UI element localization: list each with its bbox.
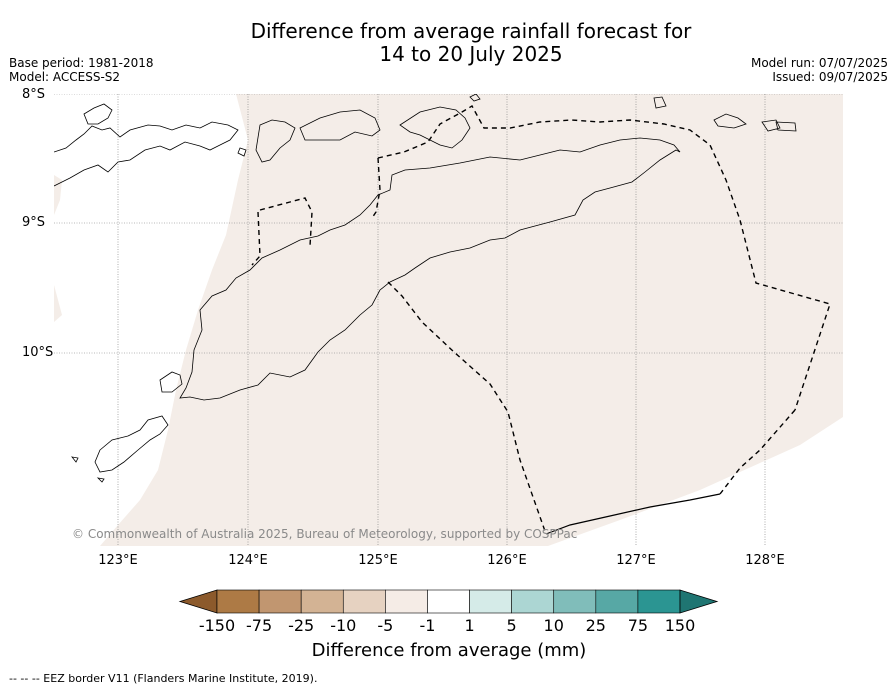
footnote: -- -- -- EEZ border V11 (Flanders Marine… [9,672,318,685]
eez-border-southeast [719,409,796,495]
lon-label-127e: 127°E [616,553,656,568]
coastlines [54,94,797,483]
wetar-island [399,106,471,149]
colorbar-swatch [342,589,386,614]
title-line-1: Difference from average rainfall forecas… [250,19,692,43]
flores-coast [54,121,239,187]
lon-label-124e: 124°E [228,553,268,568]
anomaly-field [54,94,843,546]
lon-label-125e: 125°E [358,553,398,568]
colorbar-title: Difference from average (mm) [311,640,587,661]
lat-label-9s: 9°S [22,215,46,230]
colorbar-swatch [258,589,302,614]
issued-text: Issued: 09/07/2025 [772,70,888,84]
colorbar-tick-label: 5 [506,616,517,635]
eez-border-south [387,281,547,535]
colorbar-swatch [637,589,681,614]
colorbar-tick-label: -1 [419,616,436,635]
colorbar-swatch [385,589,428,614]
colorbar-tick-label: 25 [585,616,606,635]
lat-label-8s: 8°S [22,87,46,102]
colorbar-swatch [216,589,260,614]
alor-islands [83,103,381,163]
copyright-text: © Commonwealth of Australia 2025, Bureau… [72,527,577,541]
lon-label-126e: 126°E [487,553,527,568]
colorbar-tick-label: 75 [627,616,649,635]
meta-left: Base period: 1981-2018 Model: ACCESS-S2 [9,56,154,84]
model-run-text: Model run: 07/07/2025 [750,56,888,70]
colorbar-swatch [595,589,639,614]
colorbar-swatch [427,589,470,614]
colorbar-extend-low [178,589,218,614]
colorbar-tick-label: -10 [330,616,357,635]
southwest-islands [71,371,183,483]
colorbar-tick-label: -5 [377,616,394,635]
eez-border-north [251,105,831,411]
colorbar-tick-label: -75 [246,616,273,635]
colorbar-tick-label: -150 [198,616,236,635]
anomaly-field-west [54,175,62,322]
colorbar-tick-label: -25 [288,616,315,635]
title-line-2: 14 to 20 July 2025 [379,42,563,66]
eez-border-solid-south [545,493,721,535]
chart-title: Difference from average rainfall forecas… [0,20,896,66]
eez-borders [251,105,831,535]
lon-label-123e: 123°E [98,553,138,568]
colorbar-swatch [553,589,597,614]
colorbar-swatch [300,589,344,614]
colorbar-tick-label: 10 [543,616,564,635]
lat-label-10s: 10°S [22,345,54,360]
colorbar-swatch [511,589,555,614]
colorbar-extend-high [679,589,719,614]
timor-coast-north [179,137,681,401]
gridlines [54,94,843,546]
meta-right: Model run: 07/07/2025 Issued: 09/07/2025 [751,56,888,84]
map-area: © Commonwealth of Australia 2025, Bureau… [54,94,843,546]
model-text: Model: ACCESS-S2 [9,70,121,84]
colorbar-tick-label: 1 [464,616,475,635]
small-islands [469,94,797,132]
colorbar [178,589,719,614]
base-period-text: Base period: 1981-2018 [9,56,154,70]
colorbar-swatch [469,589,512,614]
colorbar-tick-label: 150 [664,616,696,635]
lon-label-128e: 128°E [745,553,785,568]
